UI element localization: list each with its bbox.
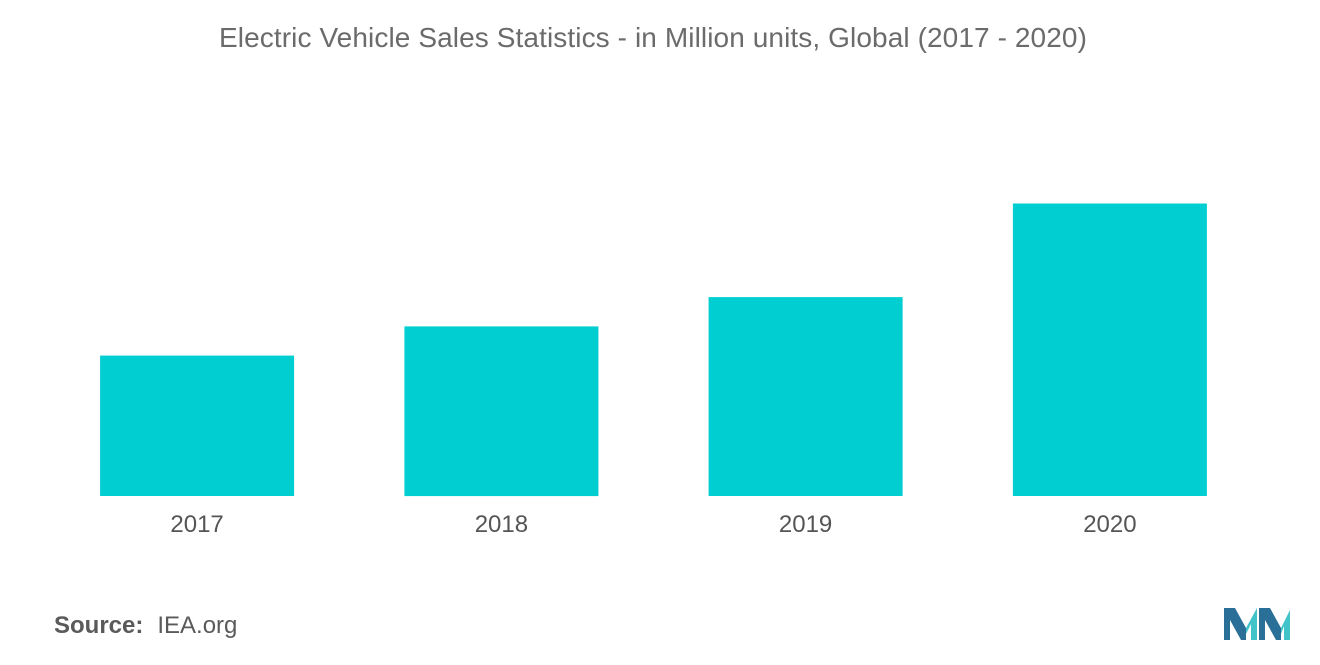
chart-title: Electric Vehicle Sales Statistics - in M… — [218, 22, 1087, 53]
source-line: Source: IEA.org — [54, 612, 237, 640]
x-tick-label-2019: 2019 — [779, 511, 832, 538]
x-tick-label-2020: 2020 — [1083, 511, 1136, 538]
bar-2018 — [404, 326, 599, 497]
source-value: IEA.org — [157, 612, 238, 639]
source-label: Source: — [54, 612, 144, 639]
bar-2019 — [708, 297, 903, 496]
x-tick-label-2017: 2017 — [170, 511, 223, 538]
x-tick-label-2018: 2018 — [475, 511, 528, 538]
x-tick-labels: 2017 2018 2019 2020 — [170, 511, 1136, 538]
mordor-intelligence-logo-icon — [1224, 608, 1290, 640]
bar-2017 — [100, 355, 295, 496]
bars-group — [100, 203, 1207, 497]
bar-2020 — [1012, 203, 1207, 496]
bar-chart: 2017 2018 2019 2020 — [100, 203, 1207, 538]
